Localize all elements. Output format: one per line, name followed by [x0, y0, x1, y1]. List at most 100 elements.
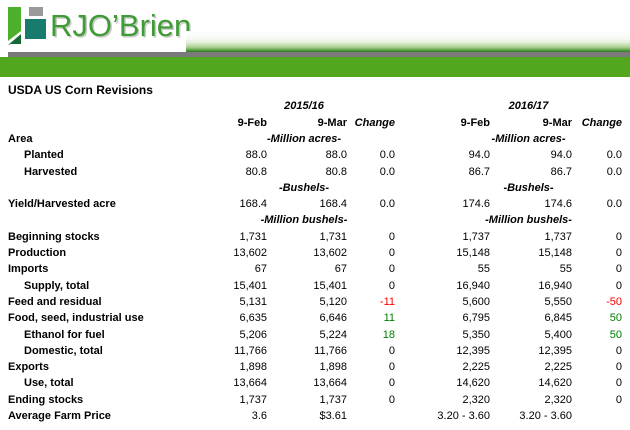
change-cell: 0 [388, 230, 396, 243]
rjo-brien-logo: RJO’Brien [8, 7, 191, 45]
value-cell: 174.6 [544, 198, 573, 211]
value-cell: 5,206 [239, 328, 267, 341]
value-cell: 2,225 [462, 361, 491, 374]
value-cell: 15,148 [538, 247, 573, 260]
spacer-cell [622, 131, 630, 147]
spacer-cell [622, 261, 630, 277]
table-row: -Million bushels- -Million bushels- [0, 212, 630, 228]
row-label: Imports [8, 263, 49, 276]
change-cell [572, 408, 622, 424]
change-cell: 0 [388, 263, 396, 276]
row-label: Exports [8, 361, 49, 374]
value-cell: 14,620 [538, 377, 573, 390]
value-cell: 1,737 [462, 230, 491, 243]
spacer-cell [395, 180, 435, 196]
table-row: Area -Million acres- -Million acres- [0, 131, 630, 147]
value-cell: 86.7 [550, 165, 573, 178]
spacer-cell [622, 97, 630, 114]
value-cell: 15,401 [313, 279, 347, 292]
row-label: Domestic, total [24, 344, 103, 357]
spacer-cell [395, 261, 435, 277]
value-cell: 67 [254, 263, 267, 276]
value-cell: 15,401 [233, 279, 267, 292]
change-cell: 0 [388, 344, 396, 357]
value-cell: 5,400 [544, 328, 573, 341]
value-cell: 5,224 [319, 328, 347, 341]
unit-cell: -Million acres- [491, 133, 566, 145]
spacer-cell [622, 359, 630, 375]
change-cell: 50 [609, 312, 623, 325]
value-cell: 12,395 [538, 344, 573, 357]
spacer-cell [622, 327, 630, 343]
spacer-cell [395, 392, 435, 408]
value-cell: 16,940 [456, 279, 491, 292]
row-label: Area [8, 133, 33, 145]
row-label: Ethanol for fuel [24, 328, 105, 341]
change-cell: 0 [388, 393, 396, 406]
value-cell: 1,898 [319, 361, 347, 374]
value-cell: 1,731 [319, 230, 347, 243]
spacer-cell [622, 164, 630, 180]
change-cell: 0 [615, 230, 623, 243]
row-label: Planted [24, 149, 64, 162]
value-cell: 55 [559, 263, 573, 276]
table-row: Food, seed, industrial use 6,635 6,646 11 6,… [0, 310, 630, 326]
column-header-change: Change [581, 116, 623, 129]
change-cell: -11 [379, 295, 396, 308]
column-header-row: 9-Feb 9-Mar Change 9-Feb 9-Mar Change [0, 114, 630, 131]
rjo-brien-flag-icon [8, 7, 46, 45]
value-cell: 94.0 [468, 149, 491, 162]
spacer-cell [622, 229, 630, 245]
table-row: Domestic, total 11,766 11,766 0 12,395 12,395… [0, 343, 630, 359]
spacer-cell [622, 147, 630, 163]
row-label: Average Farm Price [8, 410, 111, 423]
divider-rule [8, 52, 630, 57]
table-row: Production 13,602 13,602 0 15,148 15,148 0 [0, 245, 630, 261]
spacer-cell [395, 310, 435, 326]
value-cell: 16,940 [538, 279, 573, 292]
spacer-cell [395, 229, 435, 245]
value-cell: 6,845 [544, 312, 573, 325]
column-header-feb: 9-Feb [237, 116, 267, 129]
value-cell: 80.8 [245, 165, 267, 178]
value-cell: 174.6 [462, 198, 491, 211]
change-cell: 0 [615, 263, 623, 276]
value-cell: 11,766 [234, 344, 267, 357]
value-cell: 12,395 [456, 344, 491, 357]
spacer-cell [622, 196, 630, 212]
table-row: Beginning stocks 1,731 1,731 0 1,737 1,737 0 [0, 229, 630, 245]
change-cell: 50 [609, 328, 623, 341]
value-cell: 94.0 [550, 149, 573, 162]
page-title: USDA US Corn Revisions [8, 83, 153, 97]
value-cell: 6,795 [462, 312, 491, 325]
value-cell: 11,766 [314, 344, 347, 357]
value-cell: 88.0 [245, 149, 267, 162]
value-cell: 168.4 [239, 198, 267, 211]
column-header-change: Change [354, 116, 396, 129]
row-label: Food, seed, industrial use [8, 312, 144, 325]
spacer-cell [622, 392, 630, 408]
column-header-mar: 9-Mar [542, 116, 573, 129]
table-row: Yield/Harvested acre 168.4 168.4 0.0 174.6 17… [0, 196, 630, 212]
year-header-row: 2015/16 2016/17 [0, 97, 630, 114]
spacer-cell [395, 196, 435, 212]
change-cell: 0 [615, 377, 623, 390]
value-cell: 168.4 [319, 198, 347, 211]
change-cell: 0.0 [379, 198, 396, 211]
change-cell: 0.0 [606, 165, 623, 178]
table-row: Use, total 13,664 13,664 0 14,620 14,620 0 [0, 375, 630, 391]
value-cell: 67 [334, 263, 347, 276]
table-row: Feed and residual 5,131 5,120 -11 5,600 5,550… [0, 294, 630, 310]
green-banner [0, 57, 630, 77]
spacer-cell [395, 245, 435, 261]
value-cell: 3.6 [251, 410, 267, 423]
year-header-2016-17: 2016/17 [508, 99, 549, 112]
change-cell: 0 [615, 344, 623, 357]
gradient-banner [186, 31, 630, 52]
unit-cell: -Bushels- [278, 181, 330, 194]
table-row: Imports 67 67 0 55 55 0 [0, 261, 630, 277]
value-cell: 5,350 [462, 328, 491, 341]
row-label [0, 180, 213, 196]
value-cell: 3.20 - 3.60 [519, 410, 573, 423]
spacer-cell [622, 375, 630, 391]
